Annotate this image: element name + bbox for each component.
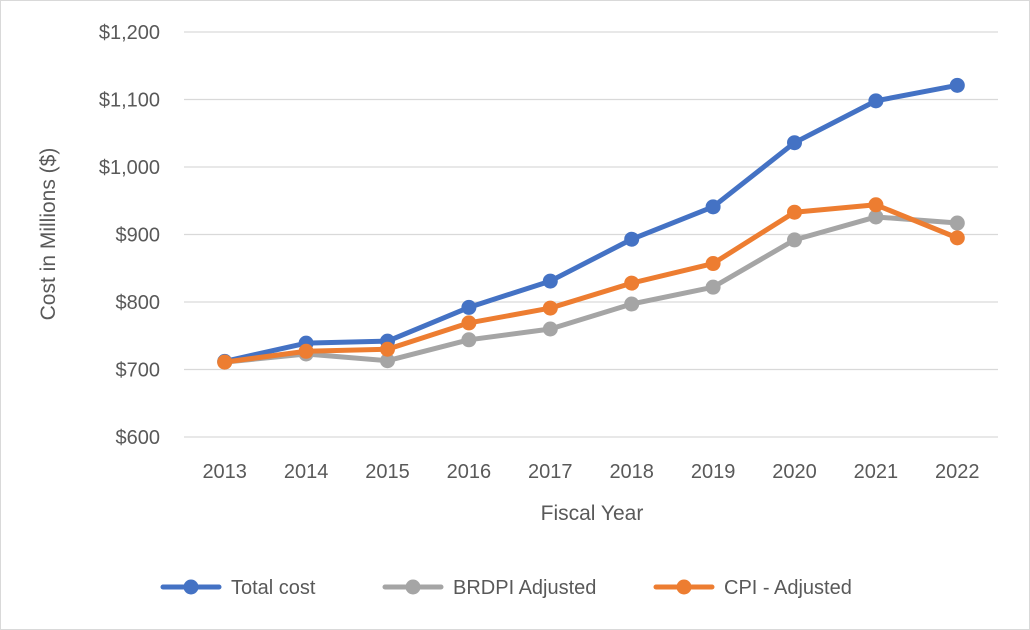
legend-label: CPI - Adjusted xyxy=(724,577,852,599)
data-point xyxy=(705,199,721,215)
x-tick-label: 2021 xyxy=(854,461,899,483)
data-point xyxy=(868,209,884,225)
data-point xyxy=(787,232,802,248)
x-axis-ticks: 2013 2014 2015 2016 2017 2018 2019 2020 2021 2022 xyxy=(202,461,979,483)
y-tick-label: $600 xyxy=(116,427,161,449)
data-point xyxy=(949,77,965,93)
data-point xyxy=(705,279,721,295)
data-point xyxy=(542,273,558,289)
x-tick-label: 2019 xyxy=(691,461,736,483)
legend: Total cost BRDPI Adjusted CPI - Adjusted xyxy=(160,577,852,599)
series-line xyxy=(222,202,960,365)
x-tick-label: 2014 xyxy=(284,461,329,483)
data-point xyxy=(624,275,640,291)
series-1 xyxy=(217,209,965,370)
data-point xyxy=(461,315,477,331)
y-tick-label: $1,100 xyxy=(99,90,160,112)
x-tick-label: 2016 xyxy=(447,461,492,483)
data-point xyxy=(461,332,477,348)
data-point xyxy=(624,296,640,312)
data-point xyxy=(949,215,965,231)
data-point xyxy=(542,321,558,337)
x-tick-label: 2015 xyxy=(365,461,410,483)
data-point xyxy=(542,300,558,316)
y-axis-ticks: $600 $700 $800 $900 $1,000 $1,100 $1,200 xyxy=(99,22,160,449)
legend-label: BRDPI Adjusted xyxy=(453,577,596,599)
legend-item: BRDPI Adjusted xyxy=(382,577,596,599)
data-point xyxy=(868,197,884,213)
y-tick-label: $1,200 xyxy=(99,22,160,44)
y-tick-label: $900 xyxy=(116,225,161,247)
x-tick-label: 2017 xyxy=(528,461,573,483)
data-point xyxy=(298,343,314,359)
data-point xyxy=(787,135,802,151)
series-line xyxy=(222,214,960,365)
x-axis-label: Fiscal Year xyxy=(541,502,644,525)
legend-label: Total cost xyxy=(231,577,316,599)
y-tick-label: $1,000 xyxy=(99,157,160,179)
series xyxy=(217,77,965,370)
legend-item: Total cost xyxy=(160,577,316,599)
data-point xyxy=(217,354,233,370)
y-tick-label: $700 xyxy=(116,360,161,382)
gridlines xyxy=(184,31,998,438)
data-point xyxy=(787,204,802,220)
data-point xyxy=(380,353,395,369)
data-point xyxy=(380,341,395,357)
legend-swatch-marker xyxy=(183,579,199,595)
data-point xyxy=(868,93,884,109)
series-2 xyxy=(217,197,965,370)
x-tick-label: 2018 xyxy=(609,461,654,483)
data-point xyxy=(624,231,640,247)
data-point xyxy=(705,256,721,272)
x-tick-label: 2013 xyxy=(202,461,247,483)
x-tick-label: 2022 xyxy=(935,461,980,483)
data-point xyxy=(461,299,477,315)
x-tick-label: 2020 xyxy=(772,461,817,483)
series-line xyxy=(222,82,960,364)
y-axis-label: Cost in Millions ($) xyxy=(37,148,60,321)
legend-swatch-marker xyxy=(405,579,421,595)
data-point xyxy=(949,230,965,246)
legend-swatch-marker xyxy=(676,579,692,595)
y-tick-label: $800 xyxy=(116,292,161,314)
legend-item: CPI - Adjusted xyxy=(653,577,852,599)
